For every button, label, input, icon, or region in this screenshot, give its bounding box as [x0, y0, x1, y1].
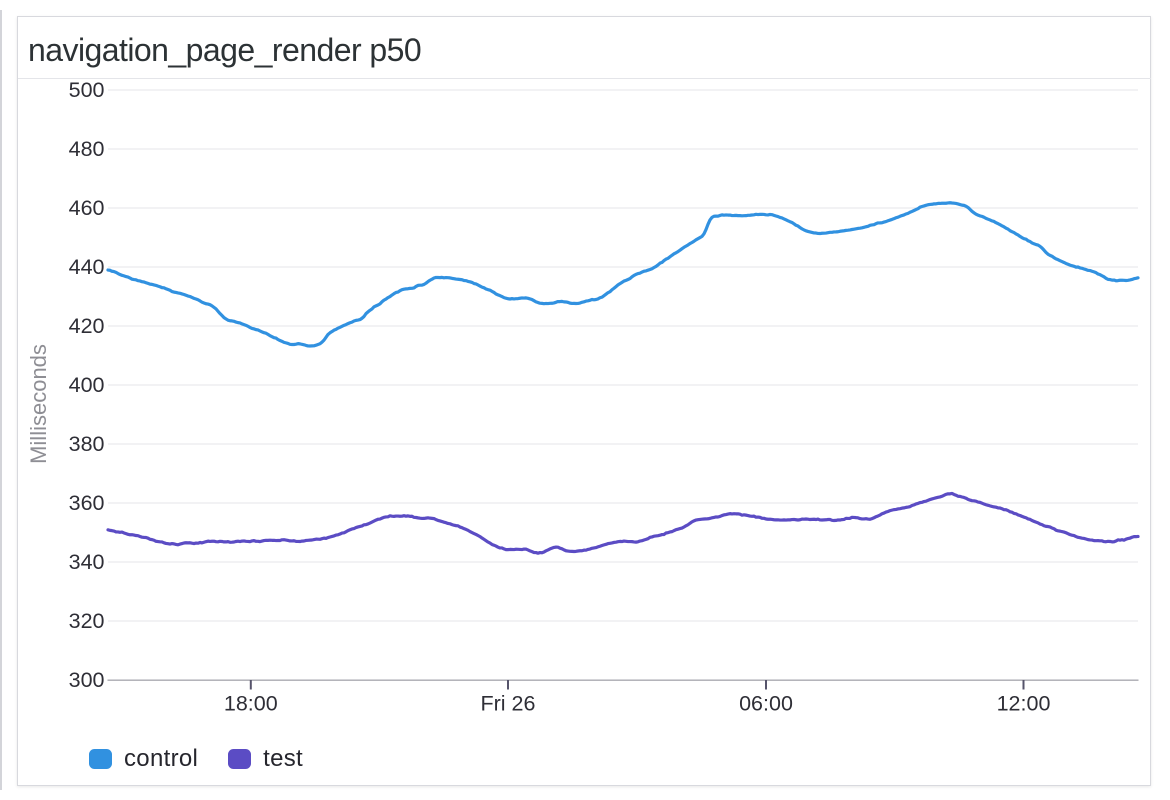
- svg-text:480: 480: [69, 137, 105, 161]
- svg-text:06:00: 06:00: [739, 691, 793, 715]
- svg-text:18:00: 18:00: [224, 691, 278, 715]
- svg-text:300: 300: [69, 668, 105, 692]
- svg-text:320: 320: [69, 609, 105, 633]
- svg-text:400: 400: [69, 373, 105, 397]
- svg-text:500: 500: [69, 78, 105, 102]
- svg-text:440: 440: [69, 255, 105, 279]
- svg-text:12:00: 12:00: [997, 691, 1051, 715]
- svg-text:Milliseconds: Milliseconds: [26, 344, 51, 464]
- svg-text:380: 380: [69, 432, 105, 456]
- svg-text:460: 460: [69, 196, 105, 220]
- svg-text:360: 360: [69, 491, 105, 515]
- svg-text:420: 420: [69, 314, 105, 338]
- svg-text:Fri 26: Fri 26: [481, 691, 536, 715]
- svg-text:340: 340: [69, 550, 105, 574]
